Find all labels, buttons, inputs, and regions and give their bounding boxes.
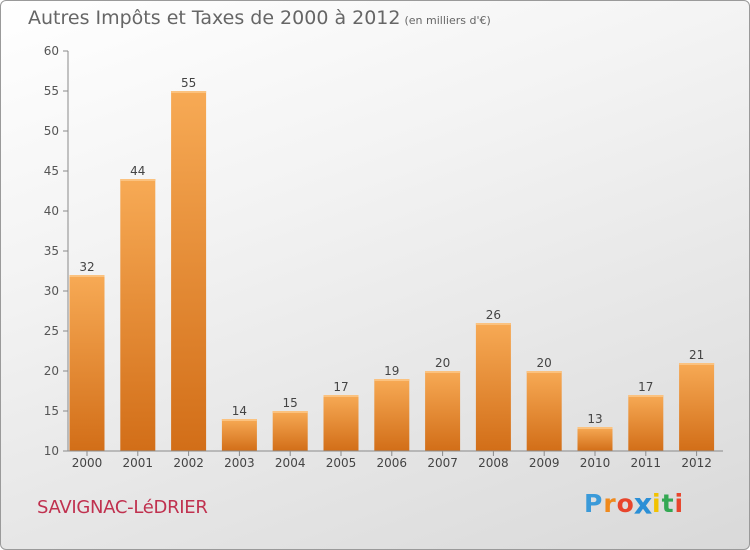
bar-value-label: 15 [283, 396, 298, 410]
bar-highlight [628, 395, 664, 397]
bar [526, 371, 562, 451]
chart-title: Autres Impôts et Taxes de 2000 à 2012 (en… [28, 7, 491, 29]
bar-highlight [577, 427, 613, 429]
bar-highlight [69, 275, 105, 277]
bar-value-label: 13 [587, 412, 602, 426]
bar-value-label: 20 [537, 356, 552, 370]
bar [272, 411, 308, 451]
y-tick-label: 40 [44, 204, 59, 218]
commune-name: SAVIGNAC-LéDRIER [37, 497, 208, 518]
y-tick-label: 35 [44, 244, 59, 258]
bar-highlight [475, 323, 511, 325]
bar [679, 363, 715, 451]
bar-value-label: 14 [232, 404, 247, 418]
x-tick-label: 2010 [580, 456, 611, 470]
x-tick-label: 2006 [377, 456, 408, 470]
y-tick-label: 20 [44, 364, 59, 378]
bar-highlight [221, 419, 257, 421]
x-tick-label: 2012 [681, 456, 712, 470]
logo-letter: x [633, 486, 654, 521]
y-tick-label: 30 [44, 284, 59, 298]
bar-value-label: 21 [689, 348, 704, 362]
proxiti-logo[interactable]: Proxiti [584, 486, 685, 521]
logo-letter: i [652, 489, 662, 518]
bar-series: 32 44 55 14 15 17 19 20 26 20 13 17 21 [69, 76, 715, 451]
chart-title-text: Autres Impôts et Taxes de 2000 à 2012 [28, 7, 401, 29]
x-tick-label: 2009 [529, 456, 560, 470]
y-tick-label: 55 [44, 84, 59, 98]
bar-highlight [171, 91, 207, 93]
bar-highlight [679, 363, 715, 365]
y-tick-label: 60 [44, 44, 59, 58]
bar [475, 323, 511, 451]
x-tick-label: 2004 [275, 456, 306, 470]
logo-letter: t [661, 489, 675, 518]
bar-highlight [526, 371, 562, 373]
chart-subtitle: (en milliers d'€) [404, 14, 491, 27]
bar-value-label: 17 [333, 380, 348, 394]
y-tick-label: 25 [44, 324, 59, 338]
logo-letter: r [603, 489, 617, 518]
bar [577, 427, 613, 451]
bar-value-label: 19 [384, 364, 399, 378]
x-tick-label: 2001 [123, 456, 154, 470]
bar-value-label: 55 [181, 76, 196, 90]
x-tick-label: 2003 [224, 456, 255, 470]
y-tick-label: 10 [44, 444, 59, 458]
y-tick-label: 45 [44, 164, 59, 178]
bar-value-label: 32 [79, 260, 94, 274]
bar [120, 179, 156, 451]
bar [323, 395, 359, 451]
logo-letter: o [616, 489, 635, 518]
bar [374, 379, 410, 451]
x-tick-label: 2008 [478, 456, 509, 470]
logo-letter: P [584, 489, 604, 518]
bar [628, 395, 664, 451]
bar-value-label: 17 [638, 380, 653, 394]
x-tick-label: 2011 [631, 456, 662, 470]
bar-highlight [425, 371, 461, 373]
bar [425, 371, 461, 451]
bar-highlight [323, 395, 359, 397]
bar-highlight [120, 179, 156, 181]
bar-value-label: 26 [486, 308, 501, 322]
logo-letter: i [674, 489, 685, 518]
axes: 10 15 20 25 30 35 40 45 50 55 60 2000 2001 2002 2003 20… [44, 44, 723, 470]
y-tick-label: 50 [44, 124, 59, 138]
x-tick-label: 2007 [427, 456, 458, 470]
bar [171, 91, 207, 451]
bar-highlight [374, 379, 410, 381]
x-tick-label: 2000 [72, 456, 103, 470]
x-tick-label: 2002 [173, 456, 204, 470]
y-tick-label: 15 [44, 404, 59, 418]
bar-value-label: 20 [435, 356, 450, 370]
bar-value-label: 44 [130, 164, 145, 178]
bar-highlight [272, 411, 308, 413]
bar [221, 419, 257, 451]
x-tick-label: 2005 [326, 456, 357, 470]
bar [69, 275, 105, 451]
